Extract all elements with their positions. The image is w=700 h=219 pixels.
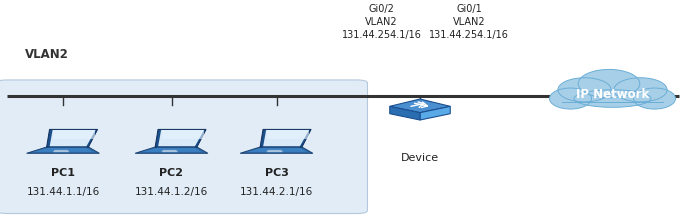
Ellipse shape: [550, 88, 592, 109]
Text: IP Network: IP Network: [576, 88, 649, 101]
Polygon shape: [420, 106, 450, 120]
Polygon shape: [390, 106, 420, 120]
Text: VLAN2: VLAN2: [25, 48, 69, 61]
Ellipse shape: [574, 90, 651, 107]
Text: PC2: PC2: [160, 168, 183, 178]
Polygon shape: [260, 129, 311, 147]
Polygon shape: [47, 129, 97, 147]
FancyBboxPatch shape: [560, 95, 665, 102]
Text: PC3: PC3: [265, 168, 288, 178]
Polygon shape: [246, 148, 307, 152]
Polygon shape: [53, 150, 69, 152]
Ellipse shape: [578, 69, 640, 98]
Polygon shape: [267, 150, 283, 152]
Text: Gi0/1
VLAN2
131.44.254.1/16: Gi0/1 VLAN2 131.44.254.1/16: [429, 4, 509, 40]
Polygon shape: [135, 147, 208, 153]
Ellipse shape: [614, 78, 667, 102]
Polygon shape: [267, 130, 309, 139]
Polygon shape: [33, 148, 93, 152]
Polygon shape: [162, 150, 178, 152]
Polygon shape: [390, 99, 450, 113]
FancyBboxPatch shape: [0, 80, 368, 214]
Polygon shape: [162, 130, 204, 139]
Text: Gi0/2
VLAN2
131.44.254.1/16: Gi0/2 VLAN2 131.44.254.1/16: [342, 4, 421, 40]
Ellipse shape: [634, 88, 676, 109]
Polygon shape: [155, 129, 206, 147]
Text: Device: Device: [401, 153, 439, 163]
Polygon shape: [158, 130, 204, 146]
Polygon shape: [53, 130, 95, 139]
Text: 131.44.1.2/16: 131.44.1.2/16: [135, 187, 208, 197]
Polygon shape: [27, 147, 99, 153]
Polygon shape: [240, 147, 313, 153]
Text: 131.44.1.1/16: 131.44.1.1/16: [27, 187, 99, 197]
Ellipse shape: [558, 78, 611, 102]
Text: 131.44.2.1/16: 131.44.2.1/16: [240, 187, 313, 197]
Text: PC1: PC1: [51, 168, 75, 178]
Polygon shape: [141, 148, 202, 152]
Polygon shape: [50, 130, 95, 146]
Polygon shape: [263, 130, 309, 146]
